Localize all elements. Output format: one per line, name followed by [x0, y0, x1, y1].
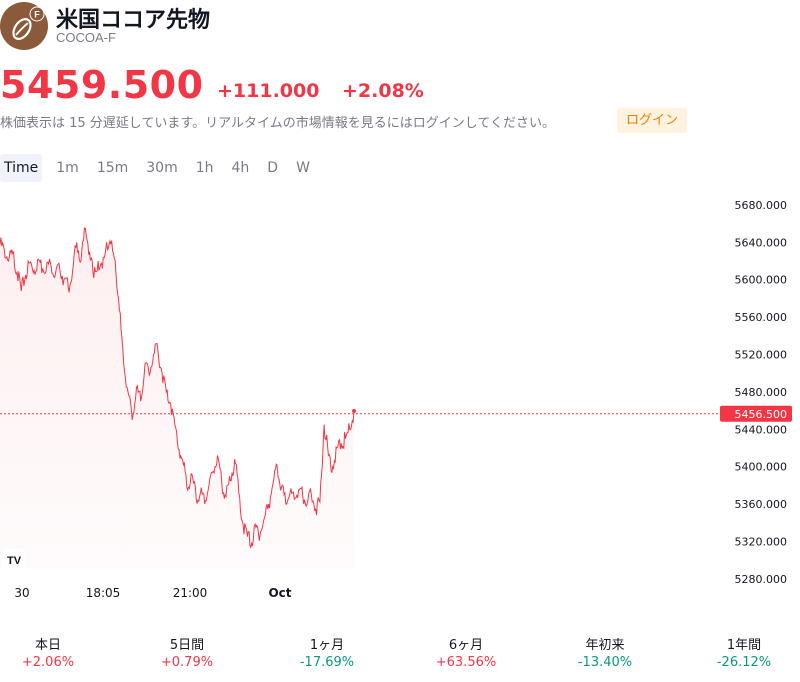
futures-badge: F	[34, 10, 40, 20]
timeframe-30m[interactable]: 30m	[146, 160, 178, 176]
timeframe-1h[interactable]: 1h	[195, 160, 214, 176]
y-axis-tick-label: 5280.000	[735, 573, 788, 586]
perf-value: -13.40%	[577, 655, 633, 670]
perf-ytd[interactable]: 年初来 -13.40%	[535, 634, 675, 670]
perf-label: 1年間	[726, 638, 762, 653]
perf-value: +2.06%	[21, 655, 75, 670]
price-chart[interactable]: 5680.000 5640.000 5600.000 5560.000 5520.000…	[0, 190, 800, 610]
timeframe-d[interactable]: D	[267, 160, 279, 176]
login-button[interactable]: ログイン	[617, 108, 688, 133]
perf-1-month[interactable]: 1ヶ月 -17.69%	[257, 634, 397, 670]
y-axis-tick-label: 5600.000	[735, 274, 788, 287]
y-axis-tick-label: 5320.000	[735, 535, 788, 548]
timeframe-time[interactable]: Time	[0, 154, 43, 182]
perf-value: +63.56%	[435, 655, 497, 670]
perf-label: 5日間	[169, 638, 205, 653]
timeframe-w[interactable]: W	[296, 160, 310, 176]
page-title: 米国ココア先物	[56, 8, 211, 33]
watermark-text: TV	[7, 555, 22, 567]
price-change-absolute: +111.000	[217, 80, 320, 102]
perf-5-days[interactable]: 5日間 +0.79%	[117, 634, 257, 670]
ticker-symbol: COCOA-F	[56, 30, 116, 45]
y-axis-tick-label: 5560.000	[735, 311, 788, 324]
perf-value: -26.12%	[716, 655, 772, 670]
perf-label: 1ヶ月	[309, 638, 345, 653]
price-area-fill	[0, 228, 354, 568]
perf-1-year[interactable]: 1年間 -26.12%	[674, 634, 800, 670]
cocoa-bean-icon: F	[12, 6, 45, 40]
x-axis-tick-label: 21:00	[173, 586, 208, 600]
last-point-marker	[352, 409, 356, 413]
last-price: 5459.500	[0, 63, 204, 107]
last-price-tag-label: 5456.500	[735, 408, 788, 421]
y-axis-tick-label: 5640.000	[735, 236, 788, 249]
timeframe-15m[interactable]: 15m	[96, 160, 129, 176]
y-axis-tick-label: 5680.000	[735, 199, 788, 212]
timeframe-4h[interactable]: 4h	[231, 160, 250, 176]
last-price-tag	[720, 405, 792, 422]
perf-label: 年初来	[585, 638, 625, 653]
y-axis-tick-label: 5520.000	[735, 349, 788, 362]
perf-label: 6ヶ月	[448, 638, 484, 653]
price-line	[0, 227, 355, 549]
x-axis-tick-label: 18:05	[86, 586, 121, 600]
perf-today[interactable]: 本日 +2.06%	[0, 634, 118, 670]
perf-6-months[interactable]: 6ヶ月 +63.56%	[396, 634, 536, 670]
y-axis-tick-label: 5480.000	[735, 386, 788, 399]
delay-notice: 株価表示は 15 分遅延しています。リアルタイムの市場情報を見るにはログインして…	[0, 116, 555, 131]
timeframe-1m[interactable]: 1m	[56, 160, 79, 176]
x-axis-tick-label: Oct	[268, 586, 291, 600]
x-axis-tick-label: 30	[14, 586, 29, 600]
y-axis-tick-label: 5400.000	[735, 461, 788, 474]
perf-label: 本日	[34, 638, 61, 653]
y-axis-tick-label: 5440.000	[735, 423, 788, 436]
performance-summary: 本日 +2.06% 5日間 +0.79% 1ヶ月 -17.69% 6ヶ月 +63…	[0, 634, 800, 674]
tradingview-watermark[interactable]: TV	[3, 549, 25, 569]
perf-value: -17.69%	[299, 655, 355, 670]
y-axis-tick-label: 5360.000	[735, 498, 788, 511]
cocoa-logo: F	[0, 2, 48, 50]
perf-value: +0.79%	[160, 655, 214, 670]
price-change-percent: +2.08%	[342, 80, 424, 102]
timeframe-selector: Time 1m 15m 30m 1h 4h D W	[0, 154, 324, 182]
